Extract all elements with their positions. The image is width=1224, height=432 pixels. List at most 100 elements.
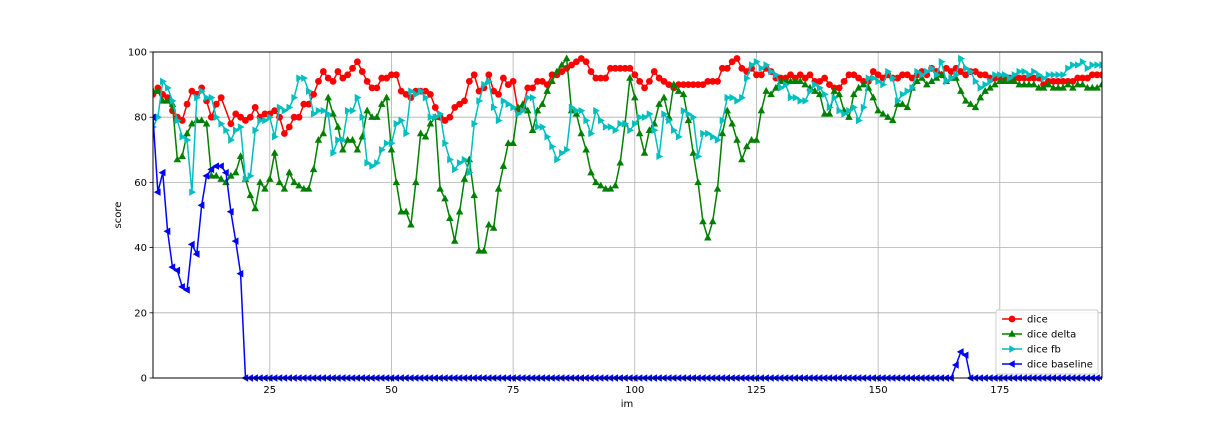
data-point <box>568 61 575 69</box>
data-point <box>538 77 546 85</box>
data-point <box>641 84 648 92</box>
data-point <box>924 67 931 76</box>
data-point <box>695 152 703 161</box>
data-point <box>466 168 474 177</box>
data-point <box>1040 74 1048 82</box>
data-point <box>700 129 708 138</box>
data-point <box>1025 80 1033 88</box>
data-point <box>742 142 751 150</box>
data-point <box>719 116 727 125</box>
data-point <box>280 184 289 192</box>
data-point <box>645 126 654 133</box>
data-point <box>1049 83 1058 91</box>
data-point <box>184 136 192 144</box>
data-point <box>947 68 955 75</box>
data-point <box>982 80 990 89</box>
data-point <box>291 93 299 102</box>
data-point <box>548 77 556 85</box>
data-point <box>1098 71 1102 79</box>
data-point <box>153 113 156 121</box>
legend-marker <box>1009 345 1017 353</box>
data-point <box>728 58 736 66</box>
data-point <box>163 227 171 236</box>
data-point <box>364 159 372 167</box>
x-tick-label: 100 <box>625 385 644 396</box>
y-tick-label: 80 <box>134 113 147 124</box>
legend-marker <box>1007 360 1015 368</box>
data-point <box>538 100 547 107</box>
data-point <box>223 126 231 134</box>
data-point <box>476 97 484 105</box>
data-point <box>528 126 537 133</box>
data-point <box>870 74 878 82</box>
data-point <box>952 74 960 81</box>
data-point <box>252 126 260 134</box>
data-point <box>377 100 386 107</box>
data-point <box>392 178 401 186</box>
data-point <box>582 58 590 66</box>
data-point <box>865 74 873 82</box>
data-point <box>880 80 888 89</box>
data-point <box>797 97 805 105</box>
data-point <box>310 90 317 98</box>
data-point <box>247 172 255 180</box>
data-point <box>183 100 191 108</box>
data-point <box>486 77 493 86</box>
data-point <box>182 286 190 294</box>
data-point <box>986 83 994 91</box>
legend-item: dice delta <box>1002 330 1076 341</box>
data-point <box>173 266 181 275</box>
data-point <box>1016 67 1024 76</box>
data-point <box>1039 83 1048 91</box>
data-point <box>903 103 912 111</box>
data-point <box>661 110 669 118</box>
data-point <box>335 136 343 144</box>
data-point <box>549 142 557 151</box>
data-point <box>753 71 760 79</box>
data-point <box>500 97 508 105</box>
y-tick-label: 40 <box>134 243 147 254</box>
data-point <box>304 184 313 192</box>
data-point <box>796 71 804 79</box>
legend-item: dice baseline <box>1002 360 1093 371</box>
data-point <box>636 113 644 121</box>
data-point <box>635 129 644 137</box>
data-point <box>796 77 805 85</box>
data-point <box>485 71 493 79</box>
data-point <box>830 87 839 94</box>
data-point <box>1045 71 1053 79</box>
x-tick-label: 175 <box>990 385 1009 396</box>
data-point <box>442 139 450 148</box>
data-point <box>354 58 361 66</box>
data-point <box>329 77 337 85</box>
data-point <box>694 178 702 186</box>
data-point <box>1074 74 1082 82</box>
data-point <box>894 74 901 82</box>
data-point <box>660 93 668 101</box>
data-point <box>1044 80 1053 88</box>
data-point <box>650 68 658 75</box>
data-point <box>1001 71 1009 79</box>
data-point <box>217 94 225 102</box>
data-point <box>767 90 775 98</box>
data-point <box>447 155 454 164</box>
data-point <box>510 103 518 112</box>
data-point <box>422 87 429 95</box>
y-axis: 0 20 40 60 80 100 <box>128 48 153 385</box>
data-point <box>169 97 177 105</box>
data-point <box>426 119 435 127</box>
data-point <box>1088 83 1097 91</box>
data-point <box>1064 80 1072 88</box>
data-point <box>957 68 965 75</box>
data-point <box>577 55 585 62</box>
data-point <box>285 123 293 131</box>
data-point <box>709 77 717 85</box>
data-point <box>227 171 235 179</box>
data-point <box>987 77 995 86</box>
data-point <box>963 64 970 73</box>
data-point <box>723 64 731 72</box>
data-point <box>432 113 440 121</box>
data-point <box>773 71 781 79</box>
data-point <box>738 64 746 72</box>
data-point <box>168 263 176 271</box>
